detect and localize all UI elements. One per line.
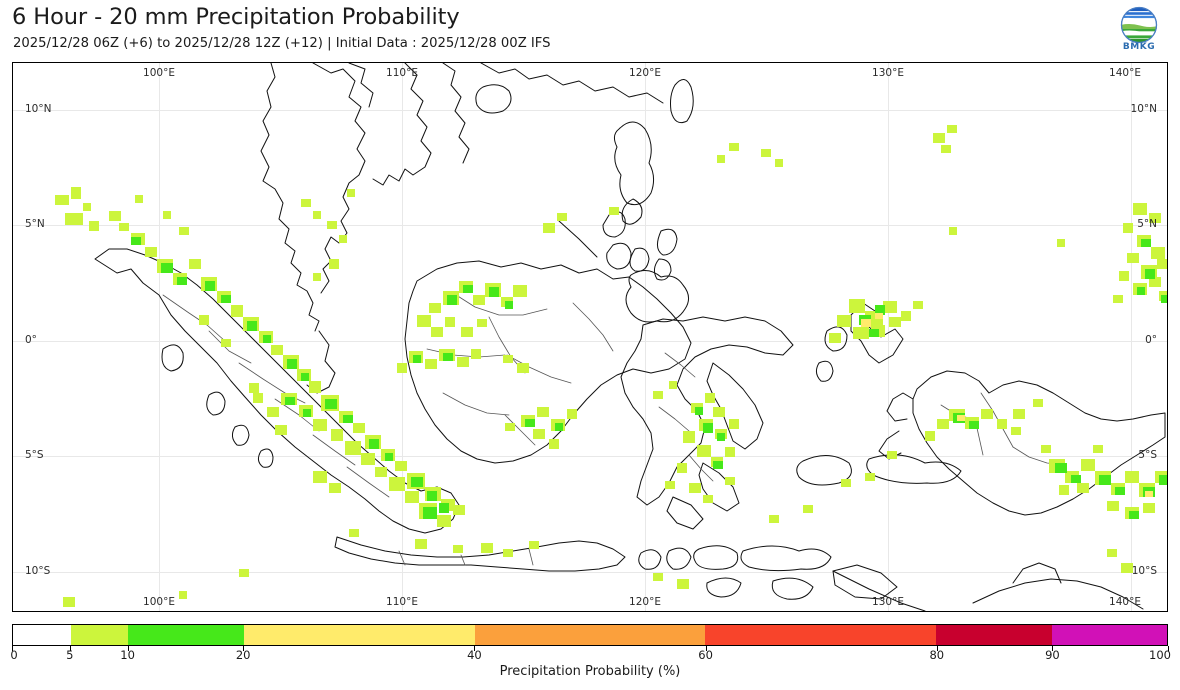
colorbar-ticklabel-5: 5	[66, 648, 74, 662]
page-title: 6 Hour - 20 mm Precipitation Probability	[12, 4, 460, 30]
axis-label-lon-top-130: 130°E	[872, 67, 904, 79]
colorbar-band-60-80	[705, 625, 937, 645]
gridline-lat-5S	[13, 456, 1167, 457]
colorbar[interactable]	[12, 624, 1169, 651]
axis-label-lat-left-10S: 10°S	[25, 565, 51, 577]
gridline-lon-140	[1131, 63, 1132, 611]
colorbar-ticklabel-100: 100	[1149, 648, 1171, 662]
colorbar-band-0-5	[13, 625, 71, 645]
gridline-lon-120	[645, 63, 646, 611]
gridline-lat-10S	[13, 572, 1167, 573]
gridline-lon-110	[402, 63, 403, 611]
axis-label-lat-left-5S: 5°S	[25, 449, 44, 461]
colorbar-tick-90	[1052, 646, 1054, 651]
axis-label-lat-right-10S: 10°S	[1131, 565, 1157, 577]
bmkg-logo: BMKG	[1110, 6, 1168, 54]
axis-label-lat-right-5N: 5°N	[1137, 218, 1157, 230]
colorbar-band-5-10	[70, 625, 129, 645]
colorbar-tick-40	[474, 646, 476, 651]
header: 6 Hour - 20 mm Precipitation Probability…	[0, 0, 1180, 58]
gridline-lon-130	[888, 63, 889, 611]
gridline-lon-100	[159, 63, 160, 611]
axis-label-lat-right-5S: 5°S	[1138, 449, 1157, 461]
axis-label-lon-bottom-100: 100°E	[143, 596, 175, 608]
colorbar-tick-0	[12, 646, 13, 651]
colorbar-band-20-40	[243, 625, 475, 645]
axis-label-lon-bottom-110: 110°E	[386, 596, 418, 608]
axis-label-lon-top-110: 110°E	[386, 67, 418, 79]
colorbar-tick-5	[69, 646, 71, 651]
gridline-lat-0	[13, 341, 1167, 342]
colorbar-tick-100	[1168, 646, 1169, 651]
colorbar-band-40-60	[474, 625, 706, 645]
precip-band-10-20	[131, 237, 1167, 519]
precip-band-5-10	[55, 125, 1167, 607]
precip-band-20-40	[861, 313, 1153, 497]
precipitation-probability-layer	[55, 125, 1167, 607]
axis-label-lat-right-0: 0°	[1145, 334, 1157, 346]
bmkg-emblem-icon	[1120, 6, 1158, 44]
colorbar-gradient[interactable]	[12, 624, 1168, 646]
axis-label-lon-bottom-130: 130°E	[872, 596, 904, 608]
colorbar-tick-10	[127, 646, 129, 651]
axis-label-lat-left-0: 0°	[25, 334, 37, 346]
axis-label-lon-top-120: 120°E	[629, 67, 661, 79]
colorbar-band-90-100	[1051, 625, 1167, 645]
map-canvas: 100°E 110°E 120°E 130°E 140°E 100°E 110°…	[13, 63, 1167, 611]
axis-label-lon-bottom-140: 140°E	[1109, 596, 1141, 608]
axis-label-lat-left-5N: 5°N	[25, 218, 45, 230]
axis-label-lon-top-100: 100°E	[143, 67, 175, 79]
gridline-lat-5N	[13, 225, 1167, 226]
colorbar-axis-title: Precipitation Probability (%)	[499, 664, 681, 679]
colorbar-tick-20	[243, 646, 245, 651]
colorbar-ticklabel-0: 0	[10, 648, 18, 662]
colorbar-ticklabel-90: 90	[1045, 648, 1060, 662]
colorbar-band-10-20	[128, 625, 244, 645]
colorbar-band-80-90	[936, 625, 1052, 645]
colorbar-ticklabel-20: 20	[235, 648, 251, 662]
colorbar-tick-60	[705, 646, 707, 651]
axis-label-lon-top-140: 140°E	[1109, 67, 1141, 79]
colorbar-ticklabel-40: 40	[467, 648, 482, 662]
axis-label-lat-right-10N: 10°N	[1130, 103, 1157, 115]
gridline-lat-10N	[13, 110, 1167, 111]
colorbar-ticklabel-60: 60	[698, 648, 713, 662]
forecast-period-subtitle: 2025/12/28 06Z (+6) to 2025/12/28 12Z (+…	[13, 36, 551, 51]
axis-label-lat-left-10N: 10°N	[25, 103, 52, 115]
axis-label-lon-bottom-120: 120°E	[629, 596, 661, 608]
colorbar-ticklabel-10: 10	[120, 648, 135, 662]
colorbar-ticks	[12, 646, 1169, 652]
colorbar-tick-80	[936, 646, 938, 651]
map-plot-area[interactable]: 100°E 110°E 120°E 130°E 140°E 100°E 110°…	[12, 62, 1168, 612]
bmkg-logo-text: BMKG	[1122, 42, 1156, 52]
colorbar-ticklabel-80: 80	[929, 648, 945, 662]
